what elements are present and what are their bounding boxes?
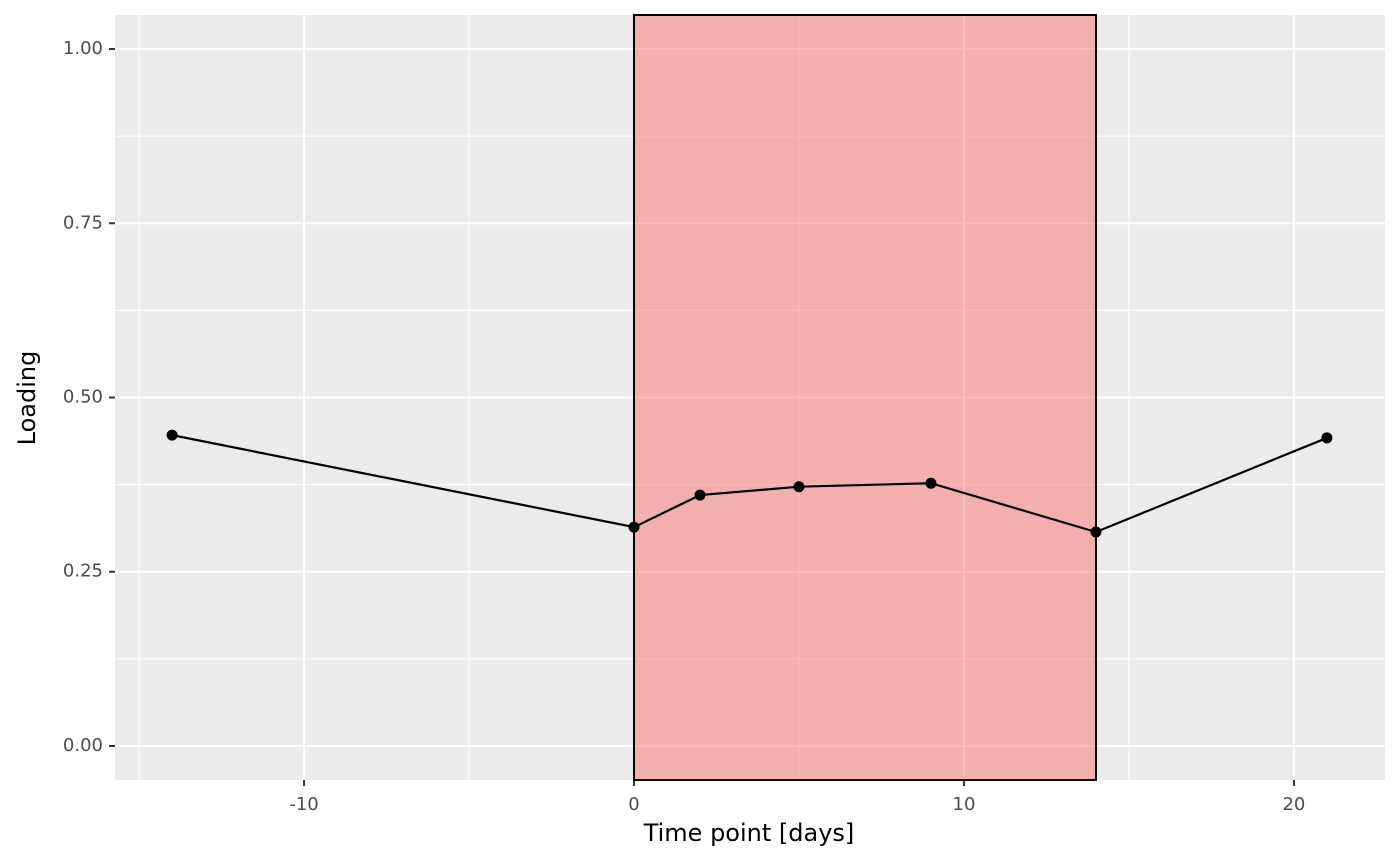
x-tick-label: 0 bbox=[628, 794, 639, 815]
y-tick-label: 1.00 bbox=[63, 38, 103, 59]
point bbox=[628, 521, 640, 533]
y-tick-label: 0.75 bbox=[63, 212, 103, 233]
x-tick-label: -10 bbox=[289, 794, 318, 815]
y-tick-label: 0.50 bbox=[63, 387, 103, 408]
point bbox=[1321, 432, 1333, 444]
point bbox=[166, 429, 178, 441]
y-axis-title: Loading bbox=[13, 351, 41, 446]
point bbox=[793, 481, 805, 493]
y-tick-label: 0.25 bbox=[63, 561, 103, 582]
point bbox=[1090, 526, 1102, 538]
y-tick-label: 0.00 bbox=[63, 735, 103, 756]
x-tick-label: 10 bbox=[953, 794, 976, 815]
x-tick-label: 20 bbox=[1282, 794, 1305, 815]
shaded-region bbox=[633, 14, 1097, 781]
point bbox=[694, 489, 706, 501]
point bbox=[925, 477, 937, 489]
x-axis-title: Time point [days] bbox=[643, 819, 855, 847]
